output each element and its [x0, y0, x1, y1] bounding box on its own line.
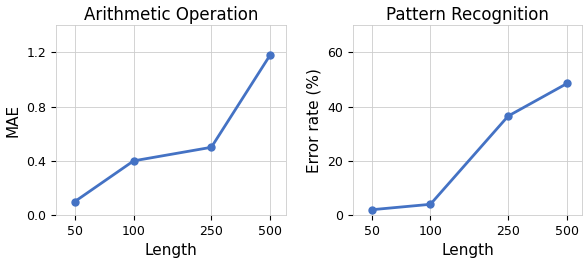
X-axis label: Length: Length: [145, 243, 197, 258]
Title: Arithmetic Operation: Arithmetic Operation: [83, 6, 258, 23]
X-axis label: Length: Length: [441, 243, 494, 258]
Y-axis label: MAE: MAE: [5, 103, 21, 137]
Y-axis label: Error rate (%): Error rate (%): [306, 68, 322, 173]
Title: Pattern Recognition: Pattern Recognition: [386, 6, 549, 23]
